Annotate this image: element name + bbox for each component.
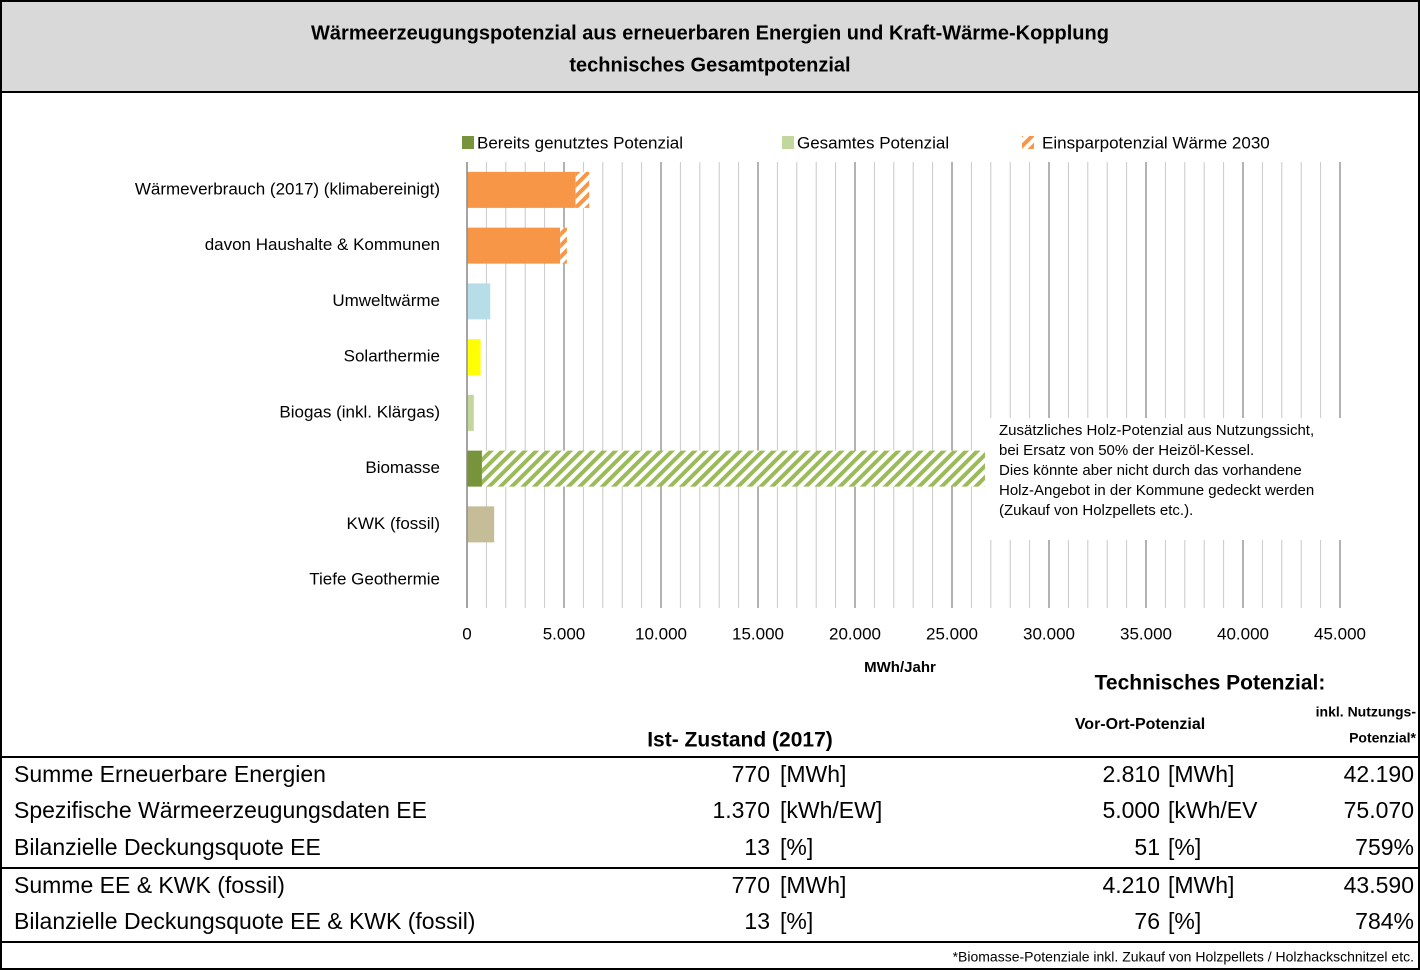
title: Wärmeerzeugungspotenzial aus erneuerbare…: [311, 22, 1109, 44]
footnote: *Biomasse-Potenziale inkl. Zukauf von Ho…: [953, 949, 1414, 965]
table-cell: 43.590: [1344, 872, 1414, 898]
column-header: Ist- Zustand (2017): [647, 729, 833, 752]
table-cell: Summe Erneuerbare Energien: [14, 761, 326, 787]
table-cell: 76: [1134, 908, 1160, 934]
table-cell: 784%: [1355, 908, 1414, 934]
x-tick-label: 0: [462, 624, 471, 643]
table-cell: [%]: [1168, 908, 1201, 934]
table-cell: [kWh/EW]: [780, 797, 882, 823]
bar: [467, 506, 495, 543]
annotation: Zusätzliches Holz-Potenzial aus Nutzungs…: [999, 422, 1314, 439]
bar: [481, 450, 985, 487]
chart: 0 5.000 10.000 15.000 20.000 25.000 30.000 35.0…: [135, 133, 1392, 676]
legend-label: Bereits genutztes Potenzial: [477, 133, 683, 152]
table-cell: [MWh]: [780, 761, 846, 787]
legend-swatch: [782, 136, 794, 149]
x-tick-label: 35.000: [1120, 624, 1172, 643]
table-cell: [kWh/EV: [1168, 797, 1258, 823]
bar: [467, 227, 561, 264]
table-cell: Bilanzielle Deckungsquote EE & KWK (foss…: [14, 908, 475, 934]
table-cell: Spezifische Wärmeerzeugungsdaten EE: [14, 797, 427, 823]
table-cell: 770: [732, 761, 770, 787]
x-tick-label: 20.000: [829, 624, 881, 643]
annotation: Dies könnte aber nicht durch das vorhand…: [999, 462, 1302, 479]
table-cell: 759%: [1355, 834, 1414, 860]
legend-label: Einsparpotenzial Wärme 2030: [1042, 133, 1270, 152]
column-header: inkl. Nutzungs-: [1316, 704, 1417, 720]
table-cell: 4.210: [1102, 872, 1160, 898]
x-tick-label: 30.000: [1023, 624, 1075, 643]
x-tick-label: 15.000: [732, 624, 784, 643]
bar: [575, 171, 590, 208]
table-cell: 42.190: [1344, 761, 1414, 787]
category-label: Wärmeverbrauch (2017) (klimabereinigt): [135, 179, 440, 198]
table-cell: 1.370: [712, 797, 770, 823]
table-cell: [%]: [780, 834, 813, 860]
bar: [467, 450, 482, 487]
table-cell: [MWh]: [1168, 761, 1234, 787]
table-cell: [%]: [780, 908, 813, 934]
category-label: Biomasse: [365, 458, 440, 477]
table-cell: 770: [732, 872, 770, 898]
category-label: Tiefe Geothermie: [309, 570, 440, 589]
table-cell: 51: [1134, 834, 1160, 860]
category-label: KWK (fossil): [347, 514, 441, 533]
table-cell: 5.000: [1102, 797, 1160, 823]
column-header: Vor-Ort-Potenzial: [1075, 716, 1205, 733]
legend-swatch: [462, 136, 474, 149]
category-label: Biogas (inkl. Klärgas): [279, 402, 440, 421]
legend-swatch: [1022, 136, 1034, 149]
annotation-box: [990, 418, 1392, 540]
annotation: Holz-Angebot in der Kommune gedeckt werd…: [999, 482, 1314, 499]
table-cell: 75.070: [1344, 797, 1414, 823]
table-cell: [%]: [1168, 834, 1201, 860]
table-cell: 13: [744, 908, 770, 934]
category-label: davon Haushalte & Kommunen: [205, 235, 440, 254]
category-label: Solarthermie: [344, 347, 440, 366]
x-axis-label: MWh/Jahr: [864, 659, 936, 676]
table-cell: Bilanzielle Deckungsquote EE: [14, 834, 321, 860]
table-cell: 2.810: [1102, 761, 1160, 787]
bar: [467, 394, 474, 431]
x-tick-label: 10.000: [635, 624, 687, 643]
x-tick-label: 25.000: [926, 624, 978, 643]
bar: [560, 227, 567, 264]
table-cell: Summe EE & KWK (fossil): [14, 872, 285, 898]
table-cell: 13: [744, 834, 770, 860]
title: technisches Gesamtpotenzial: [569, 54, 850, 76]
table-cell: [MWh]: [1168, 872, 1234, 898]
bar: [467, 283, 491, 320]
x-tick-label: 45.000: [1314, 624, 1366, 643]
header-band: [0, 0, 1420, 92]
bar: [467, 171, 576, 208]
legend-label: Gesamtes Potenzial: [797, 133, 949, 152]
annotation: (Zukauf von Holzpellets etc.).: [999, 502, 1193, 519]
x-tick-label: 5.000: [543, 624, 586, 643]
column-header: Potenzial*: [1349, 730, 1416, 746]
group-header: Technisches Potenzial:: [1095, 672, 1326, 695]
x-tick-label: 40.000: [1217, 624, 1269, 643]
table-cell: [MWh]: [780, 872, 846, 898]
category-label: Umweltwärme: [332, 291, 440, 310]
annotation: bei Ersatz von 50% der Heizöl-Kessel.: [999, 442, 1254, 459]
bar: [467, 339, 481, 376]
table: Technisches Potenzial: Ist- Zustand (2017…: [0, 672, 1420, 965]
